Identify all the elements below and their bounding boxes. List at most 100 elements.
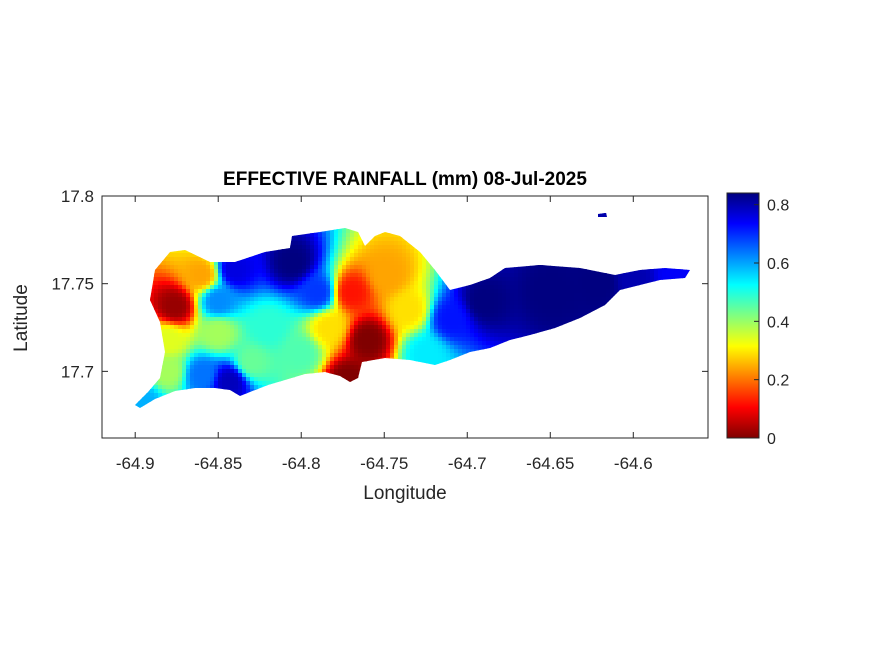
heatmap-cell xyxy=(554,273,559,278)
heatmap-cell xyxy=(438,333,443,338)
heatmap-cell xyxy=(278,257,283,262)
heatmap-cell xyxy=(174,265,179,270)
heatmap-cell xyxy=(550,301,555,306)
heatmap-cell xyxy=(406,333,411,338)
heatmap-cell xyxy=(582,309,587,314)
heatmap-cell xyxy=(474,337,479,342)
heatmap-cell xyxy=(330,337,335,342)
heatmap-cell xyxy=(254,353,259,358)
heatmap-cell xyxy=(354,261,359,266)
heatmap-cell xyxy=(490,301,495,306)
heatmap-cell xyxy=(498,301,503,306)
heatmap-cell xyxy=(530,301,535,306)
heatmap-cell xyxy=(482,301,487,306)
heatmap-cell xyxy=(354,265,359,270)
heatmap-cell xyxy=(422,301,427,306)
heatmap-cell xyxy=(418,325,423,330)
heatmap-cell xyxy=(606,289,611,294)
heatmap-cell xyxy=(390,261,395,266)
heatmap-cell xyxy=(326,301,331,306)
heatmap-cell xyxy=(250,281,255,286)
heatmap-cell xyxy=(310,269,315,274)
heatmap-cell xyxy=(334,313,339,318)
heatmap-cell xyxy=(202,269,207,274)
heatmap-cell xyxy=(410,257,415,262)
heatmap-cell xyxy=(534,329,539,334)
heatmap-cell xyxy=(278,341,283,346)
heatmap-cell xyxy=(318,305,323,310)
heatmap-cell xyxy=(206,325,211,330)
heatmap-cell xyxy=(274,265,279,270)
heatmap-cell xyxy=(298,237,303,242)
heatmap-cell xyxy=(502,337,507,342)
heatmap-cell xyxy=(386,317,391,322)
heatmap-cell xyxy=(530,309,535,314)
heatmap-cell xyxy=(350,285,355,290)
heatmap-cell xyxy=(318,301,323,306)
heatmap-cell xyxy=(534,293,539,298)
heatmap-cell xyxy=(210,329,215,334)
heatmap-cell xyxy=(190,325,195,330)
heatmap-cell xyxy=(290,289,295,294)
heatmap-cell xyxy=(466,325,471,330)
heatmap-cell xyxy=(290,293,295,298)
heatmap-cell xyxy=(522,301,527,306)
heatmap-cell xyxy=(214,309,219,314)
heatmap-cell xyxy=(322,257,327,262)
heatmap-cell xyxy=(206,341,211,346)
heatmap-cell xyxy=(418,337,423,342)
heatmap-cell xyxy=(334,321,339,326)
heatmap-cell xyxy=(302,357,307,362)
heatmap-cell xyxy=(210,317,215,322)
heatmap-cell xyxy=(466,333,471,338)
heatmap-cell xyxy=(390,297,395,302)
heatmap-cell xyxy=(514,309,519,314)
heatmap-cell xyxy=(286,293,291,298)
heatmap-cell xyxy=(182,289,187,294)
heatmap-cell xyxy=(338,261,343,266)
heatmap-cell xyxy=(422,345,427,350)
heatmap-cell xyxy=(322,345,327,350)
heatmap-cell xyxy=(426,353,431,358)
heatmap-cell xyxy=(418,317,423,322)
heatmap-cell xyxy=(502,297,507,302)
heatmap-cell xyxy=(178,273,183,278)
heatmap-cell xyxy=(686,269,690,274)
heatmap-cell xyxy=(330,241,335,246)
heatmap-cell xyxy=(482,285,487,290)
heatmap-cell xyxy=(294,261,299,266)
heatmap-cell xyxy=(194,333,199,338)
heatmap-cell xyxy=(310,265,315,270)
heatmap-cell xyxy=(382,337,387,342)
heatmap-cell xyxy=(294,361,299,366)
heatmap-cell xyxy=(358,341,363,346)
heatmap-cell xyxy=(518,325,523,330)
heatmap-cell xyxy=(414,329,419,334)
heatmap-cell xyxy=(534,277,539,282)
heatmap-cell xyxy=(198,273,203,278)
heatmap-cell xyxy=(182,277,187,282)
heatmap-cell xyxy=(254,281,259,286)
heatmap-cell xyxy=(474,317,479,322)
heatmap-cell xyxy=(266,289,271,294)
heatmap-cell xyxy=(222,349,227,354)
heatmap-cell xyxy=(366,329,371,334)
heatmap-cell xyxy=(246,293,251,298)
heatmap-cell xyxy=(202,349,207,354)
heatmap-cell xyxy=(554,297,559,302)
heatmap-cell xyxy=(370,337,375,342)
heatmap-cell xyxy=(178,341,183,346)
heatmap-cell xyxy=(298,357,303,362)
heatmap-cell xyxy=(334,245,339,250)
heatmap-cell xyxy=(546,289,551,294)
heatmap-cell xyxy=(302,345,307,350)
heatmap-cell xyxy=(414,297,419,302)
heatmap-cell xyxy=(462,313,467,318)
heatmap-cell xyxy=(438,297,443,302)
heatmap-cell xyxy=(286,297,291,302)
heatmap-cell xyxy=(438,313,443,318)
heatmap-cell xyxy=(446,289,451,294)
heatmap-cell xyxy=(442,341,447,346)
heatmap-cell xyxy=(518,305,523,310)
heatmap-cell xyxy=(562,273,567,278)
